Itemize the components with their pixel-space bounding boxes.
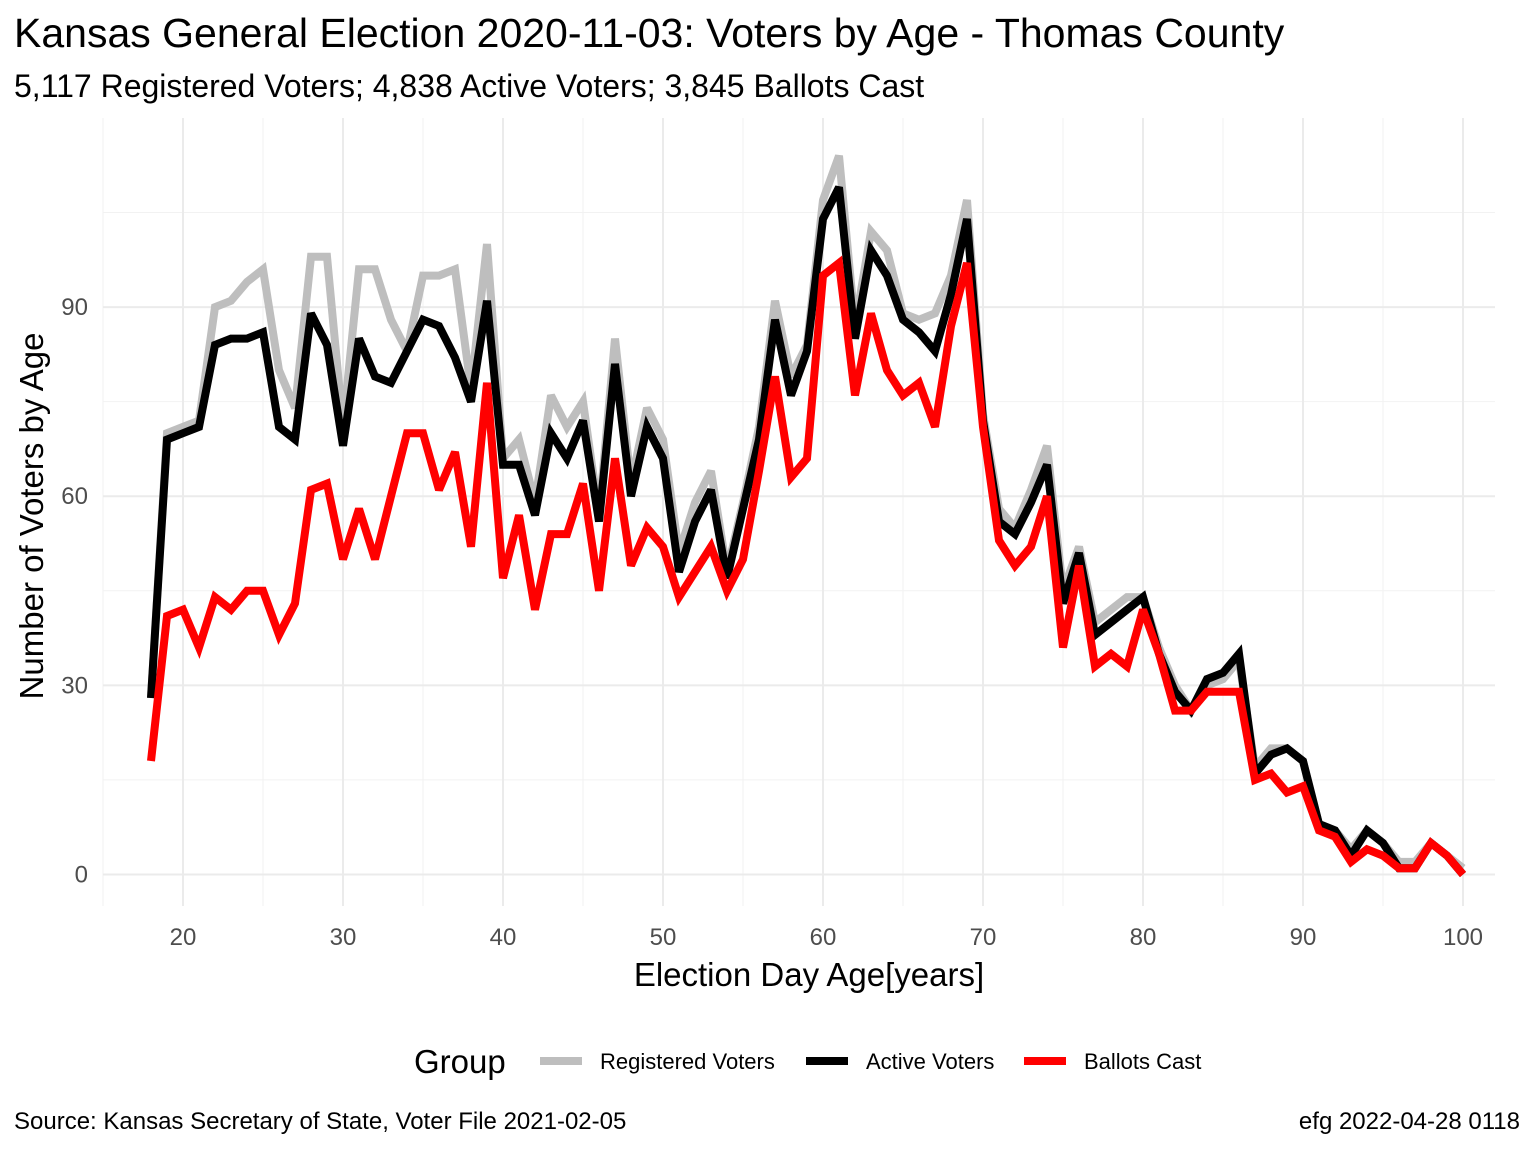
chart-title: Kansas General Election 2020-11-03: Vote… (14, 10, 1285, 56)
legend-label: Registered Voters (600, 1049, 775, 1074)
x-tick-label: 50 (650, 924, 677, 951)
x-tick-label: 90 (1290, 924, 1317, 951)
legend-item: Registered Voters (540, 1049, 775, 1074)
axis-tick-labels: 20 30 40 50 60 70 80 90 100 0 30 60 90 (61, 294, 1483, 951)
y-tick-label: 0 (75, 861, 88, 888)
source-caption: Source: Kansas Secretary of State, Voter… (14, 1108, 627, 1135)
series-lines (147, 154, 1467, 878)
x-tick-label: 20 (170, 924, 197, 951)
legend-label: Ballots Cast (1084, 1049, 1201, 1074)
x-tick-label: 100 (1443, 924, 1483, 951)
legend-item: Ballots Cast (1024, 1049, 1201, 1074)
series-line-active-voters (147, 185, 1467, 878)
x-tick-label: 30 (330, 924, 357, 951)
x-tick-label: 70 (970, 924, 997, 951)
legend-title: Group (414, 1043, 506, 1080)
legend: Group Registered Voters Active Voters Ball… (414, 1043, 1201, 1080)
chart-subtitle: 5,117 Registered Voters; 4,838 Active Vo… (14, 68, 925, 104)
credit-caption: efg 2022-04-28 0118 (1298, 1108, 1520, 1135)
legend-label: Active Voters (866, 1049, 994, 1074)
series-line-ballots-cast (147, 255, 1467, 878)
y-axis-title: Number of Voters by Age (13, 333, 50, 700)
y-tick-label: 90 (61, 294, 88, 321)
x-tick-label: 40 (490, 924, 517, 951)
x-tick-label: 80 (1130, 924, 1157, 951)
x-axis-title: Election Day Age[years] (634, 956, 984, 993)
legend-item: Active Voters (806, 1049, 994, 1074)
grid-lines (102, 118, 1495, 906)
x-tick-label: 60 (810, 924, 837, 951)
y-tick-label: 30 (61, 672, 88, 699)
y-tick-label: 60 (61, 483, 88, 510)
